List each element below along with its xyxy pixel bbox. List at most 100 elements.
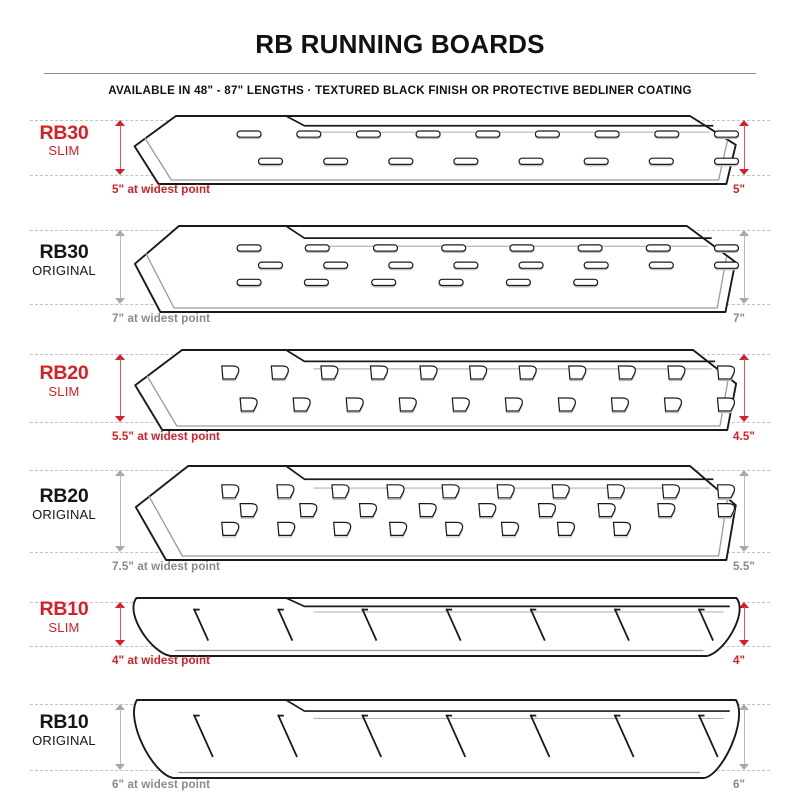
product-label-rb10-slim: RB10 SLIM <box>18 598 110 636</box>
board-illustration <box>134 465 737 561</box>
model-name: RB10 <box>39 598 89 620</box>
board-artwork-rb30-slim <box>130 114 742 186</box>
board-artwork-rb30-original <box>130 224 742 314</box>
height-dimension-arrow <box>739 602 750 646</box>
page-header: RB RUNNING BOARDS AVAILABLE IN 48" - 87"… <box>0 0 800 97</box>
arrow-shaft <box>744 359 746 417</box>
board-illustration <box>134 349 738 431</box>
arrow-shaft <box>120 475 122 547</box>
product-row-rb10-slim[interactable]: RB10 SLIM 4" at widest point 4" <box>0 582 800 686</box>
width-dimension-arrow <box>115 602 126 646</box>
product-row-rb20-slim[interactable]: RB20 SLIM 5.5" at widest point 4.5" <box>0 334 800 452</box>
height-dimension-arrow <box>739 230 750 304</box>
arrow-head-up-icon <box>115 704 125 710</box>
height-caption: 7" <box>733 312 746 325</box>
board-illustration <box>133 699 741 779</box>
product-label-rb30-slim: RB30 SLIM <box>18 121 110 160</box>
model-variant: ORIGINAL <box>32 732 96 748</box>
model-variant: ORIGINAL <box>32 506 96 522</box>
arrow-shaft <box>120 125 122 170</box>
board-illustration <box>133 225 740 313</box>
product-row-rb30-slim[interactable]: RB30 SLIM 5" at widest point 5" <box>0 100 800 212</box>
model-variant: SLIM <box>48 383 80 399</box>
model-variant: SLIM <box>48 619 80 635</box>
width-dimension-arrow <box>115 230 126 304</box>
arrow-head-down-icon <box>739 764 749 770</box>
width-dimension-arrow <box>115 470 126 552</box>
model-name: RB20 <box>39 485 89 507</box>
arrow-head-down-icon <box>115 416 125 422</box>
arrow-shaft <box>744 475 746 547</box>
width-caption: 6" at widest point <box>112 778 211 791</box>
width-caption: 4" at widest point <box>112 654 211 667</box>
arrow-head-up-icon <box>739 704 749 710</box>
height-caption: 4.5" <box>733 430 756 443</box>
arrow-head-up-icon <box>739 354 749 360</box>
model-variant: SLIM <box>48 143 80 159</box>
model-variant: ORIGINAL <box>32 262 96 278</box>
page-subtitle: AVAILABLE IN 48" - 87" LENGTHS · TEXTURE… <box>108 83 692 97</box>
arrow-head-up-icon <box>739 602 749 608</box>
arrow-head-down-icon <box>739 546 749 552</box>
height-dimension-arrow <box>739 120 750 175</box>
board-illustration <box>132 597 741 657</box>
arrow-head-up-icon <box>739 470 749 476</box>
product-row-rb10-original[interactable]: RB10 ORIGINAL 6" at widest point 6" <box>0 686 800 800</box>
board-illustration <box>133 115 740 185</box>
model-name: RB30 <box>39 241 89 263</box>
arrow-shaft <box>744 709 746 765</box>
arrow-head-up-icon <box>115 602 125 608</box>
arrow-head-down-icon <box>115 764 125 770</box>
width-dimension-arrow <box>115 704 126 770</box>
arrow-head-down-icon <box>739 416 749 422</box>
header-divider <box>44 72 756 74</box>
arrow-head-up-icon <box>115 120 125 126</box>
height-dimension-arrow <box>739 354 750 422</box>
product-label-rb20-slim: RB20 SLIM <box>18 362 110 400</box>
arrow-head-down-icon <box>115 169 125 175</box>
arrow-head-down-icon <box>115 546 125 552</box>
product-label-rb20-original: RB20 ORIGINAL <box>18 485 110 523</box>
arrow-shaft <box>744 235 746 299</box>
width-caption: 7.5" at widest point <box>112 560 220 573</box>
height-dimension-arrow <box>739 470 750 552</box>
arrow-shaft <box>120 359 122 417</box>
product-label-rb10-original: RB10 ORIGINAL <box>18 711 110 749</box>
height-caption: 6" <box>733 778 746 791</box>
arrow-head-down-icon <box>739 298 749 304</box>
model-name: RB20 <box>39 362 89 384</box>
arrow-shaft <box>120 607 122 641</box>
arrow-head-down-icon <box>739 169 749 175</box>
width-caption: 5.5" at widest point <box>112 430 220 443</box>
model-name: RB30 <box>39 121 89 144</box>
board-artwork-rb20-original <box>130 464 742 562</box>
product-label-rb30-original: RB30 ORIGINAL <box>18 241 110 279</box>
arrow-head-up-icon <box>115 470 125 476</box>
board-artwork-rb10-original <box>130 698 742 780</box>
arrow-head-up-icon <box>739 230 749 236</box>
width-dimension-arrow <box>115 354 126 422</box>
arrow-shaft <box>120 235 122 299</box>
height-caption: 5.5" <box>733 560 756 573</box>
height-caption: 4" <box>733 654 746 667</box>
arrow-head-down-icon <box>115 640 125 646</box>
arrow-shaft <box>744 125 746 170</box>
arrow-head-up-icon <box>739 120 749 126</box>
width-caption: 5" at widest point <box>112 183 211 196</box>
arrow-head-up-icon <box>115 230 125 236</box>
arrow-shaft <box>744 607 746 641</box>
arrow-head-up-icon <box>115 354 125 360</box>
arrow-shaft <box>120 709 122 765</box>
board-artwork-rb20-slim <box>130 348 742 432</box>
page-title: RB RUNNING BOARDS <box>255 29 545 59</box>
height-dimension-arrow <box>739 704 750 770</box>
board-artwork-rb10-slim <box>130 596 742 658</box>
arrow-head-down-icon <box>115 298 125 304</box>
width-caption: 7" at widest point <box>112 312 211 325</box>
product-row-rb30-original[interactable]: RB30 ORIGINAL 7" at widest point 7" <box>0 212 800 334</box>
model-name: RB10 <box>39 711 89 733</box>
height-caption: 5" <box>733 183 746 196</box>
product-row-rb20-original[interactable]: RB20 ORIGINAL 7.5" at widest point 5.5" <box>0 452 800 582</box>
width-dimension-arrow <box>115 120 126 175</box>
